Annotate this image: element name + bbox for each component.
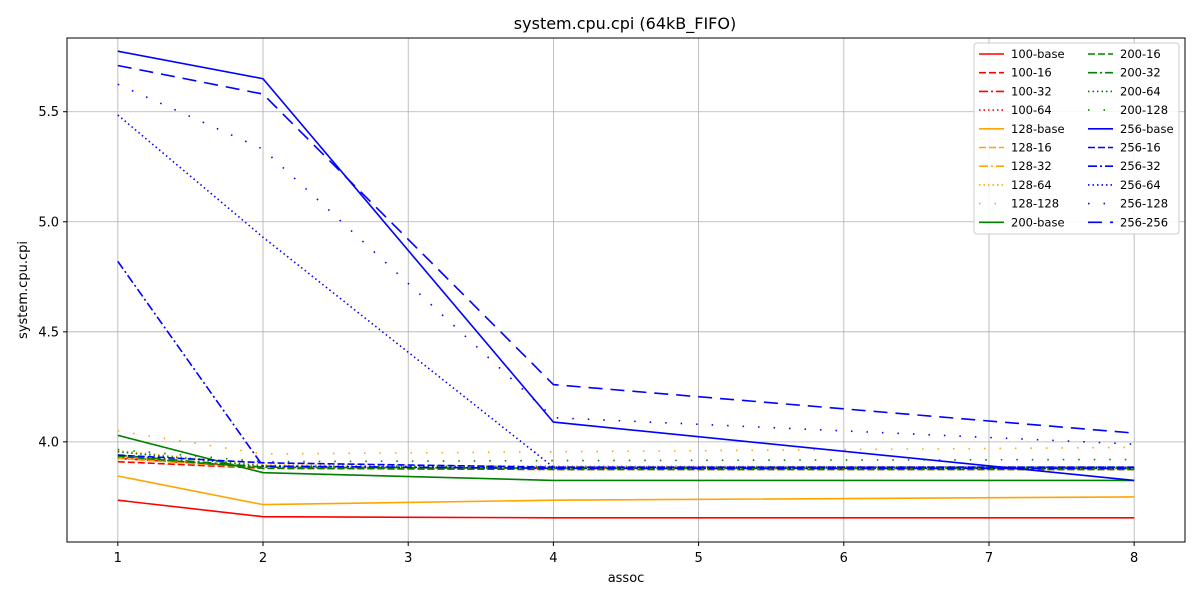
- series-line-256-base: [117, 50, 1135, 482]
- legend-label-256-256: 256-256: [1120, 215, 1168, 229]
- series-line-128-base: [117, 475, 1135, 506]
- legend-label-200-16: 200-16: [1120, 47, 1161, 61]
- legend-label-128-32: 128-32: [1011, 159, 1052, 173]
- series-line-128-64: [117, 449, 1135, 469]
- legend-label-200-base: 200-base: [1011, 215, 1065, 229]
- legend-label-100-16: 100-16: [1011, 66, 1052, 80]
- legend-label-128-16: 128-16: [1011, 141, 1052, 155]
- legend-label-100-64: 100-64: [1011, 103, 1052, 117]
- series-line-200-16: [117, 455, 1135, 471]
- legend-label-256-32: 256-32: [1120, 159, 1161, 173]
- chart-title: system.cpu.cpi (64kB_FIFO): [514, 14, 736, 34]
- series-line-100-base: [117, 499, 1135, 519]
- legend-label-256-64: 256-64: [1120, 178, 1161, 192]
- legend-label-256-16: 256-16: [1120, 141, 1161, 155]
- series-line-200-base: [117, 434, 1135, 482]
- x-tick-label-7: 8: [1130, 551, 1138, 566]
- series-line-256-32: [117, 260, 1135, 470]
- x-tick-label-5: 6: [840, 551, 848, 566]
- legend-label-256-128: 256-128: [1120, 197, 1168, 211]
- y-axis-title: system.cpu.cpi: [16, 241, 31, 339]
- legend-label-256-base: 256-base: [1120, 122, 1174, 136]
- legend-label-200-128: 200-128: [1120, 103, 1168, 117]
- y-tick-label-1: 4.5: [38, 325, 59, 340]
- legend-label-128-128: 128-128: [1011, 197, 1059, 211]
- x-tick-label-6: 7: [985, 551, 993, 566]
- legend: 100-base 100-16 100-32 100-64 128-base 128-16…: [973, 42, 1180, 235]
- x-tick-label-3: 4: [549, 551, 557, 566]
- y-tick-label-2: 5.0: [38, 215, 59, 230]
- x-tick-label-2: 3: [404, 551, 412, 566]
- legend-label-128-base: 128-base: [1011, 122, 1065, 136]
- legend-label-128-64: 128-64: [1011, 178, 1052, 192]
- legend-label-100-base: 100-base: [1011, 47, 1065, 61]
- y-tick-label-0: 4.0: [38, 435, 59, 450]
- y-tick-label-3: 5.5: [38, 105, 59, 120]
- x-tick-label-4: 5: [694, 551, 702, 566]
- series-line-256-64: [117, 114, 1135, 469]
- legend-label-100-32: 100-32: [1011, 84, 1052, 98]
- series-line-256-128: [117, 83, 1135, 445]
- plot-frame: [66, 37, 1186, 543]
- legend-label-200-32: 200-32: [1120, 66, 1161, 80]
- legend-box: [973, 42, 1180, 235]
- legend-label-200-64: 200-64: [1120, 84, 1161, 98]
- series-lines: [117, 50, 1135, 519]
- x-tick-label-0: 1: [114, 551, 122, 566]
- series-line-256-256: [117, 64, 1135, 434]
- x-tick-label-1: 2: [259, 551, 267, 566]
- x-axis-title: assoc: [608, 571, 645, 586]
- axis-ticks: 1 2 3 4 5 6 7 8 4.0 4.5 5.0 5.5: [38, 105, 1138, 566]
